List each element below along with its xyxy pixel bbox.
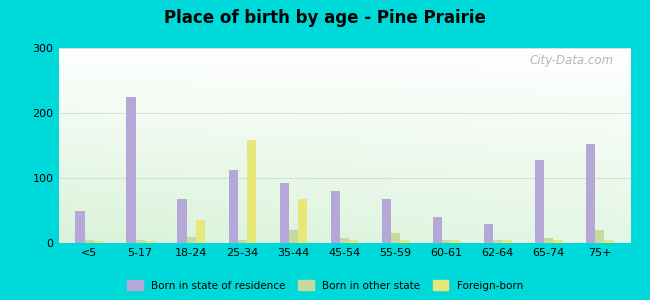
Bar (391, 233, 400, 243)
Bar (75, 211, 84, 243)
Bar (502, 240, 512, 243)
Bar (94, 241, 103, 243)
Legend: Born in state of residence, Born in other state, Foreign-born: Born in state of residence, Born in othe… (123, 276, 527, 295)
Bar (433, 217, 442, 243)
Bar (229, 170, 238, 243)
Bar (604, 240, 614, 243)
Bar (177, 199, 187, 243)
Bar (238, 240, 247, 243)
Bar (451, 240, 460, 243)
Bar (136, 240, 145, 243)
Bar (298, 199, 307, 243)
Bar (84, 240, 94, 243)
Bar (280, 182, 289, 243)
Bar (544, 238, 553, 243)
Bar (187, 236, 196, 243)
Bar (247, 140, 256, 243)
Bar (145, 241, 154, 243)
Bar (331, 191, 340, 243)
Bar (442, 240, 451, 243)
Bar (553, 240, 563, 243)
Bar (349, 240, 358, 243)
Bar (535, 160, 544, 243)
Bar (484, 224, 493, 243)
Bar (400, 240, 410, 243)
Bar (493, 240, 502, 243)
Bar (126, 97, 136, 243)
Text: Place of birth by age - Pine Prairie: Place of birth by age - Pine Prairie (164, 9, 486, 27)
Bar (382, 200, 391, 243)
Bar (586, 143, 595, 243)
Bar (289, 230, 298, 243)
Bar (196, 220, 205, 243)
Bar (340, 238, 349, 243)
Text: City-Data.com: City-Data.com (529, 54, 614, 67)
Bar (595, 230, 604, 243)
